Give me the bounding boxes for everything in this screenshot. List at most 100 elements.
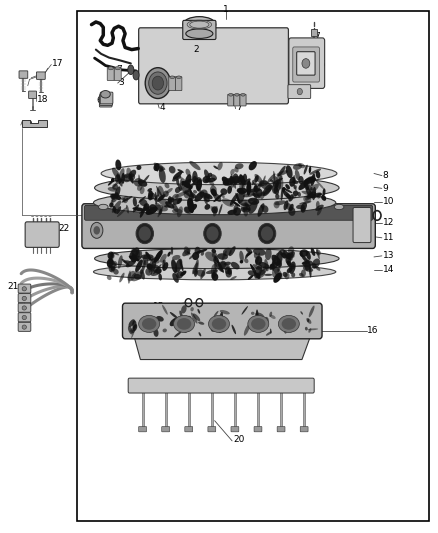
Ellipse shape [306, 318, 311, 324]
Ellipse shape [309, 264, 311, 278]
Ellipse shape [145, 207, 158, 215]
Ellipse shape [290, 251, 293, 261]
Ellipse shape [258, 262, 270, 269]
Ellipse shape [277, 251, 283, 265]
Ellipse shape [142, 318, 156, 330]
Ellipse shape [248, 188, 261, 192]
Ellipse shape [248, 316, 269, 333]
Ellipse shape [254, 265, 262, 279]
Ellipse shape [274, 187, 279, 195]
Ellipse shape [290, 253, 295, 258]
Ellipse shape [124, 174, 128, 178]
Ellipse shape [168, 196, 172, 204]
Ellipse shape [286, 193, 290, 198]
Ellipse shape [162, 328, 167, 333]
Ellipse shape [250, 191, 260, 197]
Ellipse shape [162, 260, 165, 270]
Ellipse shape [239, 179, 246, 190]
Ellipse shape [139, 207, 150, 214]
Ellipse shape [262, 266, 266, 270]
Ellipse shape [309, 168, 321, 175]
Ellipse shape [311, 192, 322, 198]
Ellipse shape [133, 70, 139, 80]
Ellipse shape [309, 177, 314, 180]
Ellipse shape [317, 207, 322, 215]
Ellipse shape [212, 253, 217, 258]
Text: 11: 11 [383, 233, 394, 243]
Ellipse shape [187, 183, 194, 192]
Ellipse shape [153, 163, 159, 171]
Ellipse shape [177, 169, 184, 173]
Ellipse shape [255, 256, 262, 265]
Ellipse shape [291, 272, 295, 278]
Ellipse shape [177, 318, 191, 330]
Ellipse shape [240, 203, 250, 207]
Text: 14: 14 [383, 265, 394, 274]
Ellipse shape [180, 271, 187, 276]
Ellipse shape [219, 204, 223, 215]
Ellipse shape [281, 253, 286, 259]
FancyBboxPatch shape [100, 94, 113, 106]
Ellipse shape [213, 193, 224, 202]
Ellipse shape [111, 265, 115, 271]
Ellipse shape [298, 176, 304, 184]
Ellipse shape [130, 329, 134, 333]
Text: 21: 21 [7, 282, 19, 291]
Ellipse shape [138, 196, 146, 203]
Ellipse shape [233, 204, 238, 212]
Ellipse shape [149, 319, 159, 322]
FancyBboxPatch shape [228, 94, 234, 106]
Ellipse shape [184, 327, 187, 333]
Ellipse shape [154, 163, 166, 170]
Ellipse shape [214, 257, 217, 272]
Ellipse shape [95, 248, 339, 269]
Ellipse shape [234, 167, 239, 173]
Ellipse shape [212, 249, 216, 254]
Ellipse shape [167, 252, 171, 257]
Ellipse shape [124, 260, 130, 263]
Ellipse shape [40, 215, 43, 217]
Ellipse shape [184, 246, 190, 256]
Ellipse shape [202, 176, 211, 183]
Ellipse shape [189, 255, 194, 260]
Ellipse shape [243, 201, 249, 216]
Ellipse shape [223, 178, 234, 186]
Ellipse shape [289, 262, 296, 274]
Ellipse shape [110, 260, 116, 266]
Ellipse shape [164, 205, 170, 208]
Ellipse shape [257, 270, 265, 278]
Ellipse shape [186, 169, 191, 176]
Ellipse shape [303, 196, 311, 203]
Ellipse shape [31, 215, 34, 217]
Ellipse shape [215, 262, 222, 272]
Ellipse shape [312, 187, 316, 200]
Ellipse shape [316, 248, 320, 260]
Ellipse shape [133, 324, 137, 332]
FancyBboxPatch shape [208, 426, 216, 432]
Ellipse shape [49, 215, 52, 217]
Ellipse shape [288, 246, 294, 255]
Text: 18: 18 [36, 94, 48, 103]
Ellipse shape [237, 188, 247, 193]
Ellipse shape [212, 272, 215, 279]
Ellipse shape [204, 223, 221, 244]
Ellipse shape [301, 255, 309, 264]
Ellipse shape [258, 203, 265, 217]
Ellipse shape [107, 252, 114, 260]
Ellipse shape [167, 197, 174, 203]
Ellipse shape [91, 222, 103, 238]
Ellipse shape [107, 276, 112, 280]
Ellipse shape [154, 250, 162, 263]
Ellipse shape [189, 187, 193, 197]
Text: 15: 15 [152, 302, 164, 311]
Ellipse shape [222, 194, 225, 198]
Text: 2: 2 [194, 45, 199, 54]
Ellipse shape [22, 316, 26, 320]
Ellipse shape [112, 184, 118, 190]
Ellipse shape [172, 273, 179, 283]
Ellipse shape [113, 252, 119, 255]
Ellipse shape [193, 313, 200, 321]
Ellipse shape [314, 265, 320, 271]
Ellipse shape [153, 264, 162, 274]
Ellipse shape [178, 184, 182, 191]
